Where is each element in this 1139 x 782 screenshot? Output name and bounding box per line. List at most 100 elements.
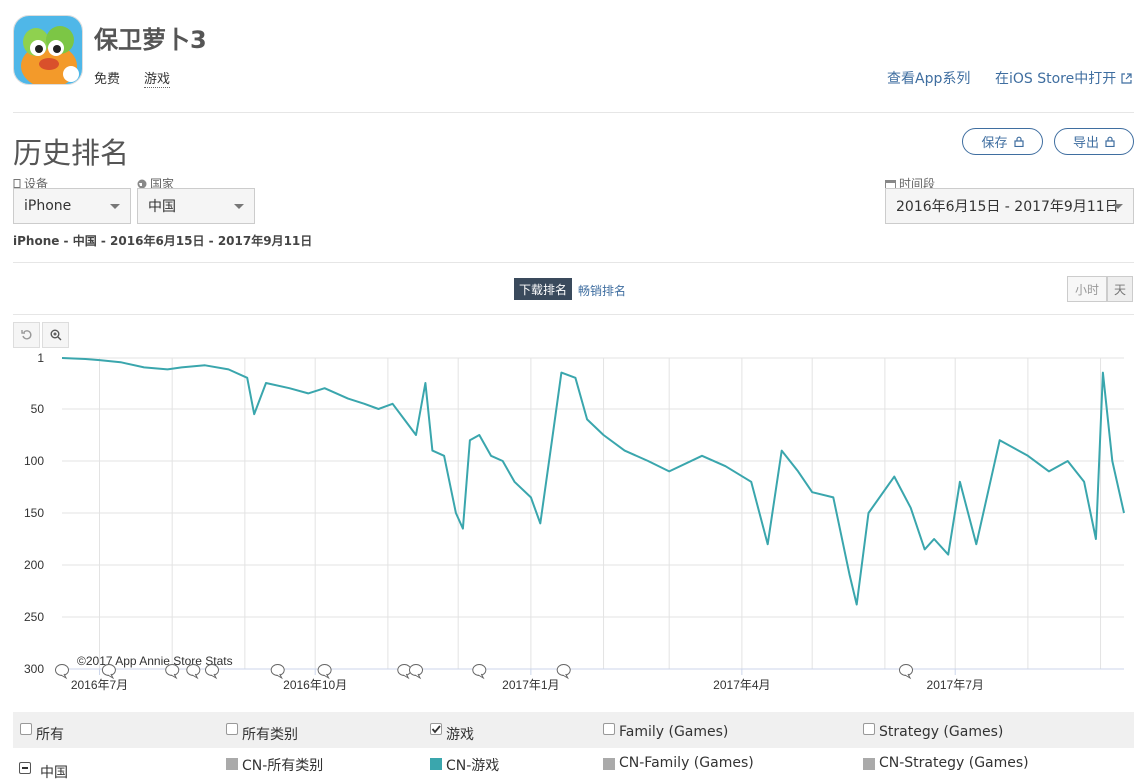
device-select[interactable]: iPhone <box>13 188 131 224</box>
legend-label: Strategy (Games) <box>879 724 1004 740</box>
save-button-label: 保存 <box>981 136 1008 151</box>
event-marker-tail <box>170 673 178 680</box>
country-label: 国家 <box>137 175 174 192</box>
device-icon <box>13 179 21 188</box>
filter-summary: iPhone - 中国 - 2016年6月15日 - 2017年9月11日 <box>13 234 313 248</box>
event-marker-icon[interactable] <box>101 664 116 680</box>
event-marker-bubble <box>317 664 332 676</box>
undo-icon <box>20 330 32 340</box>
divider <box>13 262 1134 263</box>
save-button[interactable]: 保存 <box>962 128 1043 155</box>
legend-series-label[interactable]: CN-所有类别 <box>242 758 324 774</box>
event-marker-tail <box>478 673 485 680</box>
app-series-link[interactable]: 查看App系列 <box>887 71 971 87</box>
event-marker-tail <box>323 673 330 680</box>
event-marker-tail <box>192 673 199 680</box>
device-select-value: iPhone <box>24 198 72 214</box>
collapse-group-icon[interactable] <box>19 762 31 774</box>
event-marker-icon[interactable] <box>409 664 423 680</box>
legend-checkbox[interactable] <box>20 723 32 735</box>
event-marker-icon[interactable] <box>205 664 219 680</box>
event-marker-tail <box>107 673 115 680</box>
legend-series-label[interactable]: CN-游戏 <box>446 758 500 774</box>
event-marker-tail <box>210 673 218 680</box>
lock-icon <box>1013 136 1024 147</box>
legend-checkbox[interactable] <box>430 723 442 735</box>
y-tick-label: 100 <box>24 454 44 468</box>
legend-label: 所有 <box>36 727 64 743</box>
calendar-icon <box>885 179 896 189</box>
legend-swatch <box>863 758 875 770</box>
zoom-icon <box>50 329 61 341</box>
event-marker-icon[interactable] <box>55 664 69 680</box>
y-tick-label: 300 <box>24 662 44 676</box>
reset-zoom-button[interactable] <box>13 322 40 348</box>
event-marker-bubble <box>409 664 423 676</box>
event-marker-icon[interactable] <box>186 664 201 680</box>
event-marker-icon[interactable] <box>165 664 180 680</box>
device-label: 设备 <box>13 175 48 192</box>
chevron-down-icon <box>110 204 120 209</box>
legend-label: Family (Games) <box>619 724 729 740</box>
divider <box>13 112 1134 113</box>
export-button[interactable]: 导出 <box>1054 128 1134 155</box>
ios-store-link-label: 在iOS Store中打开 <box>995 71 1117 87</box>
tab-grossing[interactable]: 畅销排名 <box>578 284 627 298</box>
divider <box>13 314 1134 315</box>
granularity-day[interactable]: 天 <box>1107 276 1133 302</box>
legend-swatch <box>603 758 615 770</box>
event-marker-tail <box>414 673 422 680</box>
category-link[interactable]: 游戏 <box>144 68 171 88</box>
tab-downloads[interactable]: 下载排名 <box>514 278 573 300</box>
country-label-text: 国家 <box>150 177 175 191</box>
country-select-value: 中国 <box>148 199 176 215</box>
event-marker-icon[interactable] <box>317 664 332 680</box>
checkmark-icon <box>431 725 441 734</box>
event-marker-icon[interactable] <box>899 664 913 680</box>
legend-checkbox[interactable] <box>226 723 238 735</box>
event-marker-icon[interactable] <box>397 664 412 680</box>
legend-label: 游戏 <box>446 727 474 743</box>
legend-checkbox[interactable] <box>863 723 875 735</box>
legend-series-label[interactable]: CN-Family (Games) <box>619 755 754 771</box>
event-marker-tail <box>403 673 410 680</box>
series-line-cn-games <box>61 357 1125 606</box>
zoom-button[interactable] <box>42 322 69 348</box>
event-marker-icon[interactable] <box>472 664 487 680</box>
x-tick-label: 2017年4月 <box>713 678 770 692</box>
ios-store-link[interactable]: 在iOS Store中打开 <box>995 68 1132 88</box>
event-marker-tail <box>562 673 569 680</box>
legend-row-categories <box>13 712 1134 748</box>
event-marker-bubble <box>472 664 487 676</box>
event-marker-bubble <box>205 664 219 676</box>
event-marker-bubble <box>165 664 180 676</box>
price-tag: 免费 <box>94 72 121 87</box>
granularity-hour[interactable]: 小时 <box>1067 276 1107 302</box>
x-tick-label: 2016年7月 <box>71 678 128 692</box>
event-marker-icon[interactable] <box>270 664 285 680</box>
app-title: 保卫萝卜3 <box>94 26 207 54</box>
x-tick-label: 2017年7月 <box>927 678 984 692</box>
y-tick-label: 50 <box>31 402 45 416</box>
event-marker-bubble <box>556 664 571 676</box>
x-tick-label: 2016年10月 <box>283 678 347 692</box>
y-tick-label: 150 <box>24 506 44 520</box>
event-marker-bubble <box>186 664 201 676</box>
event-marker-bubble <box>101 664 116 676</box>
period-label-text: 时间段 <box>899 177 936 191</box>
event-marker-bubble <box>270 664 285 676</box>
event-marker-icon[interactable] <box>556 664 571 680</box>
lock-icon <box>1105 136 1115 147</box>
device-label-text: 设备 <box>24 177 49 191</box>
country-select[interactable]: 中国 <box>137 188 255 224</box>
period-select-value: 2016年6月15日 - 2017年9月11日 <box>896 199 1119 215</box>
event-marker-tail <box>904 673 912 680</box>
legend-checkbox[interactable] <box>603 723 615 735</box>
app-icon <box>13 15 83 85</box>
legend-series-label[interactable]: CN-Strategy (Games) <box>879 755 1029 771</box>
chevron-down-icon <box>1113 204 1123 209</box>
legend-group-label: 中国 <box>40 765 68 781</box>
period-select[interactable]: 2016年6月15日 - 2017年9月11日 <box>885 188 1134 224</box>
external-link-icon <box>1121 72 1132 84</box>
page-title: 历史排名 <box>13 136 130 170</box>
